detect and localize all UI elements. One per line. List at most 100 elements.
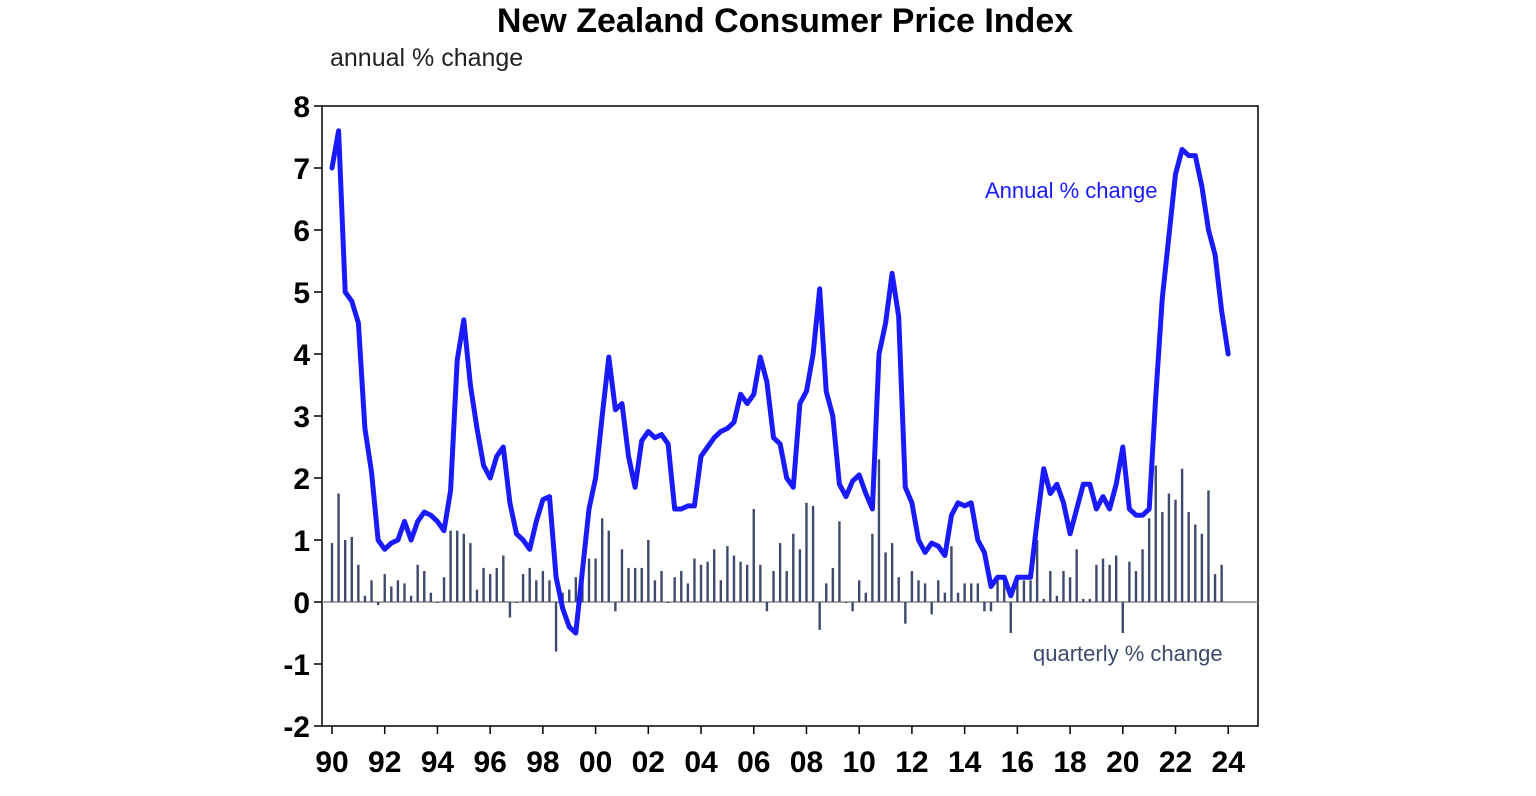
quarterly-bar <box>1220 564 1223 602</box>
quarterly-bar <box>521 574 525 602</box>
y-tick-label: -1 <box>283 649 310 682</box>
quarterly-bar <box>910 571 914 602</box>
quarterly-bar <box>686 583 690 602</box>
quarterly-bar <box>811 505 815 602</box>
x-tick-label: 10 <box>843 746 876 779</box>
quarterly-bar <box>844 602 848 603</box>
quarterly-bar <box>343 540 347 602</box>
quarterly-bars <box>330 459 1223 652</box>
quarterly-bar <box>1134 571 1138 602</box>
quarterly-bar <box>620 549 624 602</box>
quarterly-bar <box>989 602 993 612</box>
quarterly-bar <box>970 583 973 602</box>
quarterly-bar <box>937 580 940 602</box>
y-tick-label: -2 <box>283 711 310 744</box>
quarterly-bar <box>1042 598 1045 602</box>
quarterly-bar <box>963 583 966 602</box>
quarterly-bar <box>330 543 334 602</box>
quarterly-bar <box>976 583 980 602</box>
y-tick-label: 5 <box>293 277 310 310</box>
quarterly-bar <box>798 549 802 602</box>
quarterly-bar <box>673 577 676 602</box>
quarterly-bar <box>1180 468 1184 602</box>
chart-title: New Zealand Consumer Price Index <box>496 2 1074 40</box>
quarterly-bar <box>1154 465 1157 602</box>
quarterly-bar <box>818 602 821 630</box>
x-tick-label: 06 <box>737 746 770 779</box>
quarterly-bar <box>1174 499 1177 602</box>
quarterly-bar <box>1002 580 1006 602</box>
quarterly-bar <box>772 571 775 602</box>
quarterly-bar <box>864 592 867 602</box>
quarterly-bar <box>541 571 545 602</box>
quarterly-bar <box>713 549 716 602</box>
quarterly-bar <box>890 543 894 602</box>
quarterly-bar <box>923 583 927 602</box>
quarterly-bar <box>363 595 367 602</box>
quarterly-bar <box>1009 602 1012 633</box>
quarterly-bar <box>1108 564 1111 602</box>
quarterly-bar <box>423 571 426 602</box>
quarterly-bar <box>357 564 360 602</box>
quarterly-bar <box>1022 580 1026 602</box>
quarterly-bar <box>1147 518 1151 602</box>
quarterly-bar <box>930 602 933 615</box>
quarterly-bar <box>1075 549 1078 602</box>
quarterly-bar <box>1062 571 1065 602</box>
quarterly-bar <box>627 567 630 602</box>
quarterly-bar <box>495 567 498 602</box>
quarterly-bar <box>633 567 637 602</box>
quarterly-bar <box>1095 564 1098 602</box>
quarterly-bar <box>1035 540 1039 602</box>
quarterly-bar <box>469 543 472 602</box>
quarterly-bar <box>337 493 340 602</box>
quarterly-bar <box>442 577 446 602</box>
quarterly-bar <box>409 595 413 602</box>
quarterly-bar <box>607 530 610 602</box>
quarterly-bar <box>1200 533 1204 602</box>
quarterly-bar <box>693 558 696 602</box>
quarterly-bar <box>587 558 591 602</box>
quarterly-bar <box>554 602 558 652</box>
quarterly-bar <box>396 580 400 602</box>
quarterly-bar <box>956 592 960 602</box>
quarterly-bar <box>1055 595 1059 602</box>
x-tick-label: 90 <box>315 746 348 779</box>
quarterly-bar <box>1161 512 1164 602</box>
quarterly-bar <box>660 571 663 602</box>
quarterly-bar <box>548 580 551 602</box>
quarterly-bar <box>1194 524 1197 602</box>
quarterly-bar <box>1141 549 1144 602</box>
quarterly-bar <box>614 602 617 612</box>
x-tick-label: 20 <box>1106 746 1139 779</box>
quarterly-bar <box>996 577 999 602</box>
quarterly-bar <box>508 602 512 618</box>
x-tick-label: 08 <box>790 746 823 779</box>
quarterly-bar <box>1101 558 1105 602</box>
x-tick-label: 16 <box>1001 746 1034 779</box>
quarterly-bar <box>502 555 505 602</box>
x-tick-label: 18 <box>1053 746 1086 779</box>
annual-change-line <box>329 128 1231 636</box>
quarterly-bar <box>429 592 433 602</box>
quarterly-bar <box>706 561 709 602</box>
y-tick-label: 2 <box>293 463 310 496</box>
x-tick-label: 92 <box>368 746 401 779</box>
y-axis-unit-label: annual % change <box>330 44 524 72</box>
quarterly-bar <box>416 564 419 602</box>
quarterly-bar <box>1167 493 1171 602</box>
x-tick-label: 24 <box>1212 746 1246 779</box>
y-tick-label: 3 <box>293 401 310 434</box>
x-axis: 90 92 94 96 98 00 02 04 06 08 10 12 14 16 18 20 22 24 <box>315 726 1245 779</box>
quarterly-bar <box>838 521 841 602</box>
quarterly-bar <box>350 536 353 602</box>
quarterly-bar <box>785 571 788 602</box>
quarterly-bar <box>1016 577 1019 602</box>
quarterly-bar <box>1128 561 1131 602</box>
quarterly-bar <box>456 530 459 602</box>
quarterly-bar <box>600 518 604 602</box>
y-tick-label: 1 <box>293 525 310 558</box>
x-tick-label: 00 <box>579 746 612 779</box>
quarterly-bar <box>436 602 439 603</box>
quarterly-bar <box>752 509 755 602</box>
